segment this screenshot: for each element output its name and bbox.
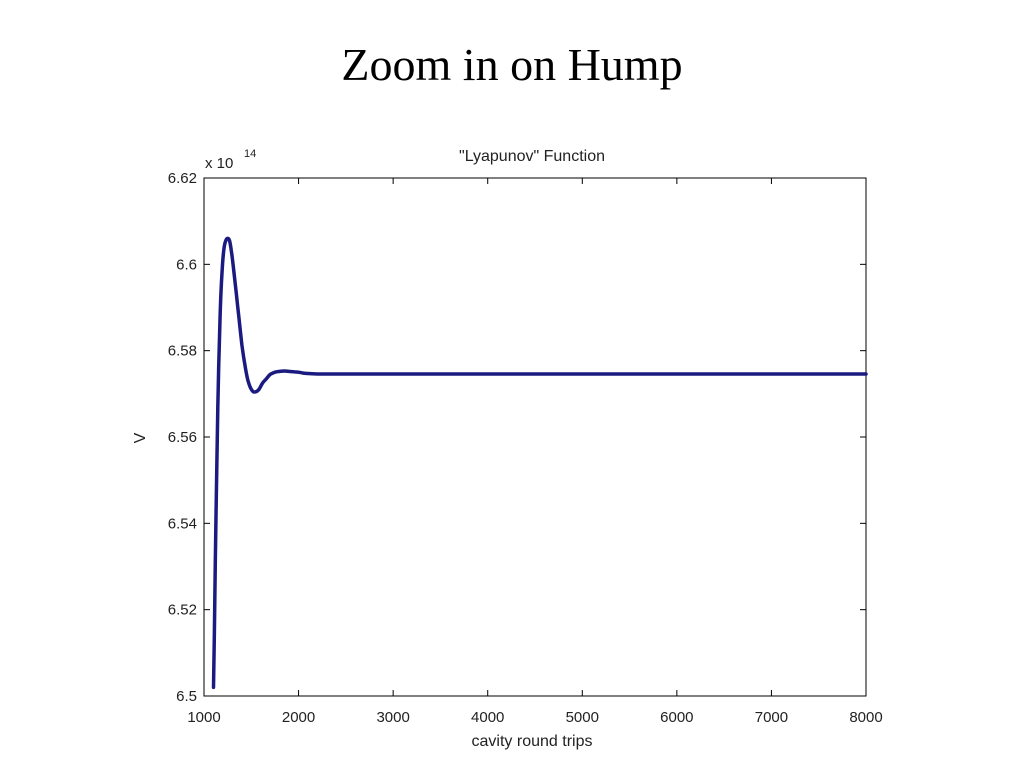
y-axis-label: V (132, 432, 149, 443)
x-tick-label: 4000 (471, 709, 504, 726)
x-tick-label: 3000 (376, 709, 409, 726)
series-line (211, 236, 868, 690)
x-tick-label: 7000 (755, 709, 788, 726)
y-tick-label: 6.58 (168, 343, 197, 360)
slide-title: Zoom in on Hump (341, 39, 683, 90)
y-tick-label: 6.56 (168, 429, 197, 446)
x-tick-label: 8000 (849, 709, 882, 726)
x-tick-label: 2000 (282, 709, 315, 726)
x-axis-label: cavity round trips (472, 733, 593, 750)
y-tick-label: 6.52 (168, 602, 197, 619)
y-tick-label: 6.62 (168, 170, 197, 187)
x-tick-label: 1000 (187, 709, 220, 726)
chart-title: "Lyapunov" Function (459, 148, 605, 165)
x-tick-label: 6000 (660, 709, 693, 726)
x-tick-label: 5000 (566, 709, 599, 726)
y-multiplier-exponent: 14 (244, 148, 256, 160)
y-tick-label: 6.5 (176, 688, 197, 705)
y-tick-label: 6.54 (168, 515, 197, 532)
plot-frame (203, 177, 867, 697)
y-multiplier-label: x 10 (205, 155, 233, 172)
y-tick-label: 6.6 (176, 256, 197, 273)
